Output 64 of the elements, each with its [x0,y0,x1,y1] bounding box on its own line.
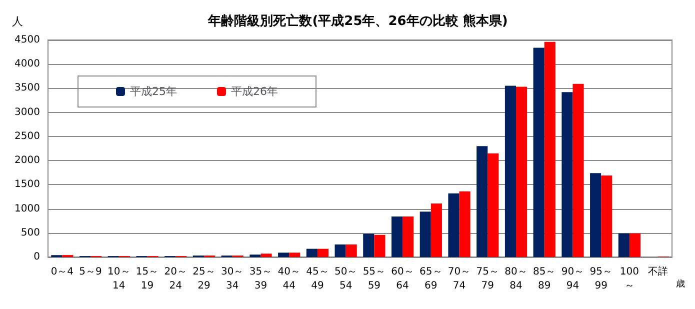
x-tick-label: 85～ 89 [532,266,556,292]
bar [374,234,386,257]
legend-label: 平成25年 [130,85,177,98]
bar [544,42,556,257]
bar [420,212,431,257]
x-tick-label: 30～ 34 [220,266,244,292]
bar [562,92,573,257]
bar [488,153,499,257]
x-tick-label: 75～ 79 [476,266,500,292]
bar [572,84,584,257]
x-tick-label: 20～ 24 [164,266,188,292]
text: 歳 [676,278,685,290]
x-tick-label: 15～ 19 [136,266,159,292]
y-tick-label: 3500 [14,82,40,94]
bar [618,233,630,257]
x-tick-label: 80～ 84 [504,266,528,292]
legend-label: 平成26年 [230,85,278,98]
y-tick-label: 4500 [14,34,40,46]
x-tick-label: 10～ 14 [108,266,130,292]
x-tick-label: 5～9 [79,266,102,278]
bar [590,173,602,257]
bar [317,248,329,257]
x-tick-label: 不詳 [648,266,668,278]
bar [430,203,442,257]
y-tick-label: 1500 [14,179,40,190]
bar [334,244,346,257]
y-tick-label: 2000 [14,155,40,166]
y-axis-title: 人 [12,15,23,28]
y-tick-label: 500 [20,227,40,238]
bar [459,191,470,257]
x-tick-label: 40～ 44 [278,266,300,292]
bar [346,244,357,257]
x-tick-label: 70～ 74 [448,266,471,292]
bar [448,193,460,257]
x-tick-label: 25～ 29 [192,266,216,292]
x-tick-label: 100 ～ [620,266,639,292]
x-tick-label: 45～ 49 [306,266,329,292]
bar [601,176,612,257]
x-tick-label: 0～4 [50,266,74,278]
bar [391,216,403,257]
bar [476,146,488,257]
y-tick-label: 1000 [14,203,40,214]
y-tick-label: 0 [34,252,40,262]
bar [278,252,290,257]
bar [516,86,528,257]
y-tick-label: 3000 [14,106,40,118]
bar [260,254,272,257]
x-tick-label: 55～ 59 [362,266,386,292]
x-tick-label: 65～ 69 [420,266,442,292]
bar [533,48,544,257]
bar [504,86,516,257]
x-tick-label: 90～ 94 [561,266,584,292]
bar [306,248,318,257]
x-tick-label: 35～ 39 [249,266,272,292]
x-tick-label: 60～ 64 [391,266,414,292]
bar [289,252,300,257]
x-tick-label: 50～ 54 [334,266,358,292]
chart-title: 年齢階級別死亡数(平成25年、26年の比較 熊本県) [207,13,508,29]
bar [629,233,641,257]
x-tick-label: 95～ 99 [590,266,612,292]
y-tick-label: 2500 [14,130,40,142]
bar [402,216,414,257]
y-tick-label: 4000 [14,58,40,70]
bar [363,234,374,257]
